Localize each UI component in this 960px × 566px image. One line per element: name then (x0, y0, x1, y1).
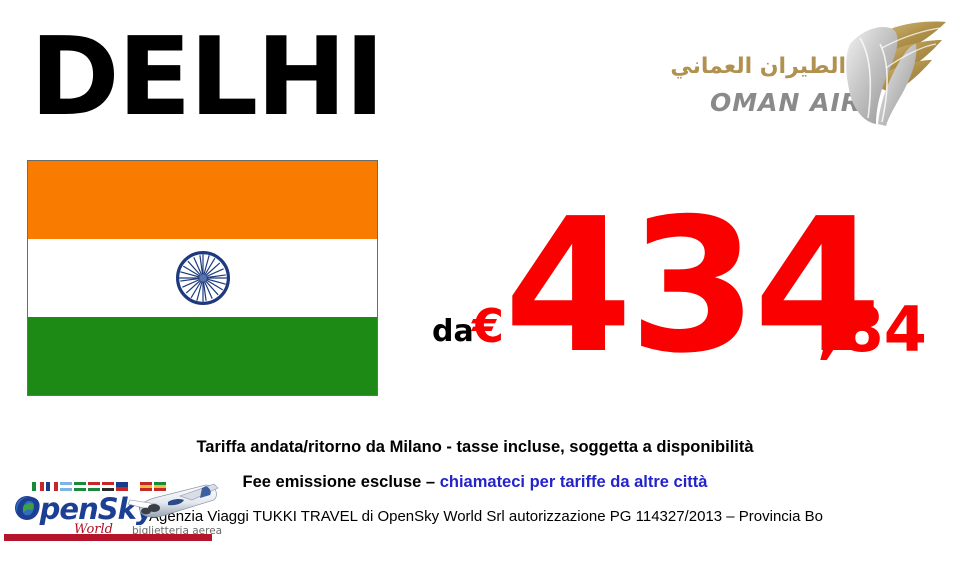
price-integer-value: 434 (504, 178, 882, 394)
mini-flag-argentina (60, 482, 72, 491)
disclaimer-line-agency-license: Agenzia Viaggi TUKKI TRAVEL di OpenSky W… (149, 508, 823, 525)
airline-logo: الطيران العماني OMAN AIR (670, 6, 952, 130)
mini-flag-generic-c (154, 482, 166, 491)
disclaimer-block: Tariffa andata/ritorno da Milano - tasse… (0, 430, 960, 525)
airline-name-arabic: الطيران العماني (670, 54, 846, 79)
mini-flag-philippines (116, 482, 128, 491)
price-prefix-label: da (432, 314, 474, 349)
disclaimer-line-fees: Fee emissione escluse – chiamateci per t… (0, 473, 960, 492)
disclaimer-fees-text: Fee emissione escluse – (242, 473, 440, 491)
price-block: da € 434 ,84 (432, 194, 927, 379)
country-flags-strip (32, 482, 166, 491)
oman-air-wing-emblem-icon (846, 21, 946, 126)
price-decimal-value: ,84 (817, 293, 927, 366)
mini-flag-generic-a (74, 482, 86, 491)
flag-band-green (28, 316, 377, 395)
airplane-illustration-icon (127, 483, 219, 518)
flag-band-saffron (28, 161, 377, 239)
price-currency-symbol: € (472, 299, 505, 353)
page-title: DELHI (30, 15, 385, 140)
agency-divider-rule (4, 534, 212, 541)
call-us-link[interactable]: chiamateci per tariffe da altre città (439, 473, 708, 491)
india-flag (27, 160, 378, 396)
agency-name: OpenSky (16, 492, 155, 526)
agency-subname: World (74, 522, 113, 537)
mini-flag-italy (32, 482, 44, 491)
airline-name-english: OMAN AIR (710, 88, 862, 117)
ashoka-chakra-icon (175, 251, 230, 305)
mini-flag-generic-b (88, 482, 100, 491)
mini-flag-egypt (102, 482, 114, 491)
globe-icon (15, 496, 39, 520)
mini-flag-spain (140, 482, 152, 491)
mini-flag-france (46, 482, 58, 491)
disclaimer-line-fare: Tariffa andata/ritorno da Milano - tasse… (196, 438, 754, 456)
